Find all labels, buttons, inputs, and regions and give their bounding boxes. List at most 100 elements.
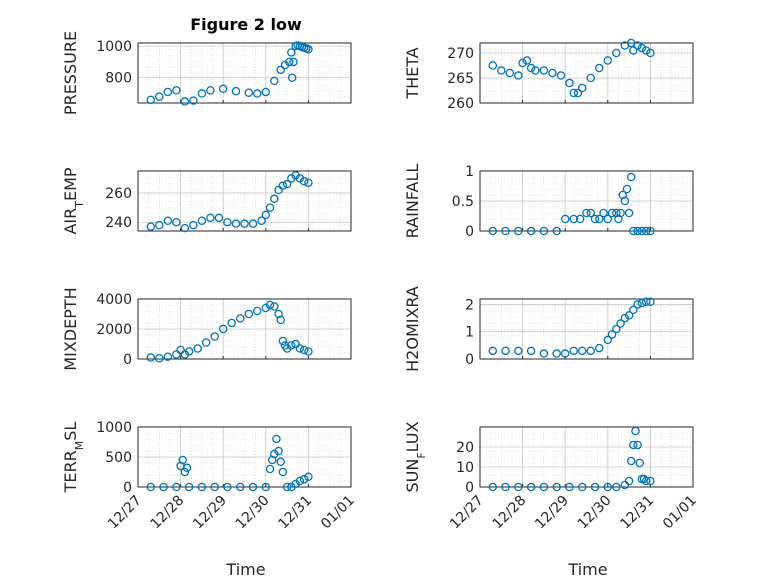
data-point xyxy=(560,214,570,224)
data-point xyxy=(180,467,190,477)
data-point xyxy=(184,482,194,492)
data-point xyxy=(182,463,192,473)
data-point xyxy=(278,336,288,346)
data-point xyxy=(218,324,228,334)
y-axis-label: AIRTEMP xyxy=(61,167,86,234)
data-point xyxy=(607,208,617,218)
data-point xyxy=(172,350,181,359)
data-point xyxy=(599,208,608,218)
data-point xyxy=(577,346,587,356)
y-tick-label: 4000 xyxy=(96,292,132,308)
data-point xyxy=(526,226,536,236)
data-point xyxy=(210,332,219,341)
data-point xyxy=(629,440,638,450)
data-point xyxy=(284,57,294,67)
x-tick-label: 01/01 xyxy=(660,493,700,533)
data-point xyxy=(612,48,621,58)
y-tick-label: 260 xyxy=(447,96,474,112)
data-point xyxy=(637,226,647,236)
data-point xyxy=(265,300,275,310)
data-point xyxy=(488,346,498,356)
data-point xyxy=(155,92,164,101)
data-point xyxy=(146,353,156,362)
figure-title: Figure 2 low xyxy=(190,15,302,34)
data-point xyxy=(240,219,249,228)
data-point xyxy=(590,482,600,492)
data-point xyxy=(641,226,651,236)
data-point xyxy=(620,313,630,323)
y-tick-label: 1 xyxy=(465,325,474,341)
data-point xyxy=(577,482,587,492)
data-point xyxy=(146,482,156,492)
y-tick-label: 270 xyxy=(447,46,474,62)
data-point xyxy=(590,214,600,224)
y-tick-label: 0 xyxy=(123,352,132,368)
data-point xyxy=(633,300,642,309)
data-point xyxy=(253,89,262,98)
data-point xyxy=(278,181,288,190)
y-tick-label: 0 xyxy=(465,352,474,368)
data-point xyxy=(595,214,604,224)
x-tick-label: 12/30 xyxy=(575,493,615,533)
axes-box xyxy=(137,298,352,360)
data-point xyxy=(514,346,523,356)
data-point xyxy=(633,226,642,236)
y-tick-label: 260 xyxy=(105,186,132,202)
data-point xyxy=(552,226,561,236)
y-axis-label: PRESSURE xyxy=(61,31,80,115)
y-tick-label: 2000 xyxy=(96,322,132,338)
data-point xyxy=(257,216,266,226)
axes-box xyxy=(137,426,352,488)
data-point xyxy=(244,309,254,319)
data-point xyxy=(265,203,275,212)
data-point xyxy=(577,83,587,93)
data-point xyxy=(595,63,604,73)
data-point xyxy=(624,311,634,320)
data-point xyxy=(539,482,549,492)
data-point xyxy=(603,482,613,492)
data-point xyxy=(526,346,536,356)
data-point xyxy=(552,349,561,358)
data-point xyxy=(206,213,215,223)
data-point xyxy=(629,46,638,55)
panel-air_temp: 240 260 AIRTEMP xyxy=(61,167,352,235)
y-axis-label: THETA xyxy=(403,47,422,99)
data-point xyxy=(282,179,292,189)
data-point xyxy=(214,213,224,223)
data-point xyxy=(569,214,578,224)
data-point xyxy=(172,86,181,95)
data-point xyxy=(626,456,636,466)
data-point xyxy=(180,223,190,233)
data-point xyxy=(272,434,281,444)
data-point xyxy=(278,467,288,477)
axes-box xyxy=(479,426,694,488)
x-tick-label: 12/30 xyxy=(233,493,273,533)
x-tick-label: 12/28 xyxy=(148,493,188,533)
data-point xyxy=(624,476,634,486)
data-point xyxy=(565,482,574,492)
data-point xyxy=(548,68,557,78)
data-point xyxy=(155,220,164,230)
data-point xyxy=(575,214,585,224)
y-axis-label: RAINFALL xyxy=(403,164,422,239)
data-point xyxy=(586,346,596,356)
data-point xyxy=(505,68,515,78)
data-point xyxy=(514,482,523,492)
data-point xyxy=(180,97,190,106)
data-point xyxy=(274,185,283,195)
data-point xyxy=(184,347,194,356)
data-point xyxy=(573,88,583,98)
data-point xyxy=(501,482,510,492)
panel-sun_flux: 0 10 20 12/27 12/28 12/29 12/30 12/31 01/01 SUNFL… xyxy=(403,421,700,532)
data-point xyxy=(637,43,647,53)
data-point xyxy=(526,63,536,73)
y-tick-label: 1000 xyxy=(96,39,132,55)
data-point xyxy=(629,305,638,315)
data-point xyxy=(624,208,634,218)
data-point xyxy=(556,71,566,80)
data-point xyxy=(155,353,164,363)
data-point xyxy=(287,341,296,350)
data-point xyxy=(526,482,536,492)
y-tick-label: 2 xyxy=(465,297,474,313)
y-axis-label: MIXDEPTH xyxy=(61,287,80,370)
